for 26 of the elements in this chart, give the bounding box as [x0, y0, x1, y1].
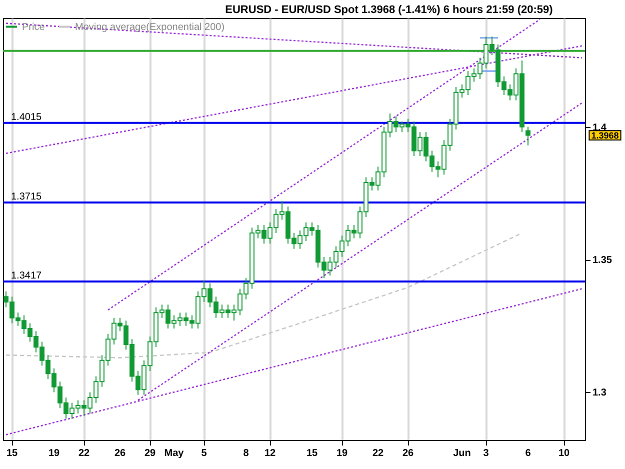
- x-tick-label: 15: [6, 448, 18, 459]
- x-tick-label: Jun: [453, 448, 471, 459]
- y-tick-label: 1.3: [592, 388, 607, 399]
- x-tick-label: 29: [144, 448, 156, 459]
- legend-label: Price: [22, 22, 46, 33]
- text: 1.3968: [591, 130, 619, 140]
- x-tick-label: 5: [201, 448, 208, 459]
- x-tick-label: 15: [306, 448, 318, 459]
- x-tick-label: 10: [558, 448, 570, 459]
- x-tick-label: 12: [264, 448, 276, 459]
- x-tick-label: 3: [483, 448, 490, 459]
- x-tick-label: May: [164, 448, 184, 459]
- x-tick-label: 26: [114, 448, 126, 459]
- legend-label: Moving average(Exponential 200): [75, 22, 225, 33]
- chart-title: EURUSD - EUR/USD Spot 1.3968 (-1.41%) 6 hours 21:59 (20:59): [225, 4, 554, 16]
- x-tick-label: 8: [243, 448, 250, 459]
- ref-line-label: 1.4015: [11, 112, 42, 123]
- ref-line-label: 1.3715: [11, 191, 42, 202]
- x-tick-label: 19: [48, 448, 60, 459]
- x-tick-label: 22: [372, 448, 384, 459]
- x-tick-label: 6: [525, 448, 532, 459]
- ref-line-label: 1.3417: [11, 270, 42, 282]
- x-tick-label: 19: [336, 448, 348, 459]
- x-tick-label: 22: [78, 448, 90, 459]
- y-tick-label: 1.35: [592, 255, 612, 266]
- x-tick-label: 26: [402, 448, 414, 459]
